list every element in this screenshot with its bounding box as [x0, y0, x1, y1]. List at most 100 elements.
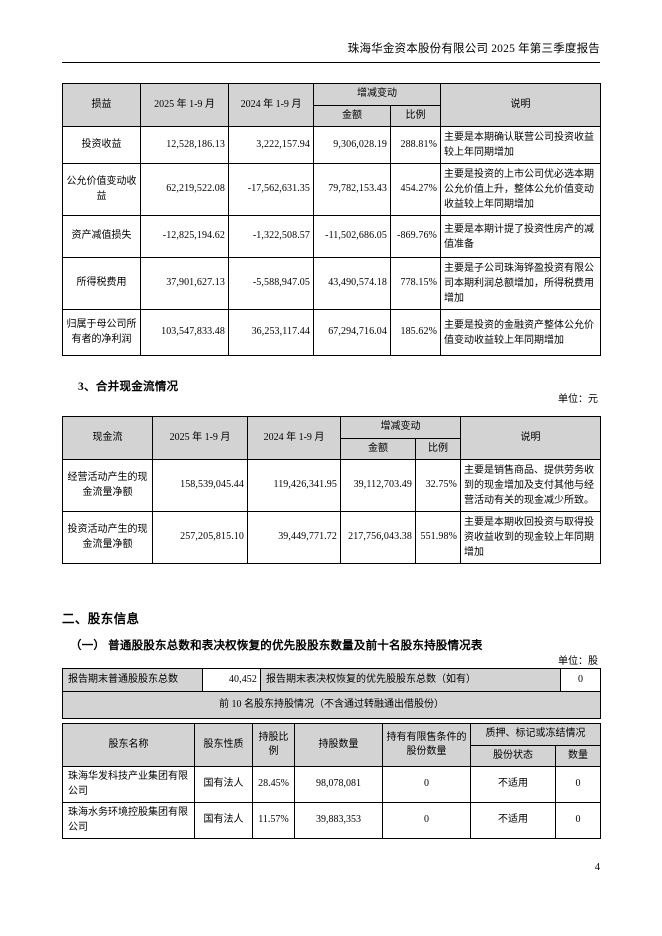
cell-change-amount: 43,490,574.18 [313, 257, 391, 310]
col-header-change-ratio: 比例 [415, 437, 461, 460]
table-row: 报告期末普通股股东总数 40,452 报告期末表决权恢复的优先股股东总数（如有）… [62, 668, 601, 692]
unit-label-shares: 单位：股 [558, 656, 598, 667]
col-header-change-amount: 金额 [340, 437, 416, 460]
cell-restricted-shares: 0 [382, 766, 471, 803]
col-header-share-qty: 数量 [555, 744, 601, 767]
cell-shareholder-name: 珠海水务环境控股集团有限公司 [62, 802, 195, 839]
cell-change-amount: 217,756,043.38 [340, 511, 416, 564]
table-header-row: 股东名称 股东性质 持股比例 持股数量 持有有限售条件的股份数量 质押、标记或冻… [62, 723, 601, 767]
col-header-change-group: 增减变动 [340, 416, 461, 439]
cell-item: 经营活动产生的现金流量净额 [62, 459, 153, 512]
col-header-restricted-shares: 持有有限售条件的股份数量 [382, 723, 471, 767]
cell-item: 归属于母公司所有者的净利润 [62, 309, 141, 356]
cell-item: 投资活动产生的现金流量净额 [62, 511, 153, 564]
table-row: 资产减值损失 -12,825,194.62 -1,322,508.57 -11,… [62, 215, 601, 258]
col-header-holding-amount: 持股数量 [294, 723, 383, 767]
cell-change-amount: 39,112,703.49 [340, 459, 416, 512]
col-header-prior-period: 2024 年 1-9 月 [228, 83, 314, 127]
cell-change-ratio: 288.81% [390, 126, 441, 164]
table-row: 前 10 名股东持股情况（不含通过转融通出借股份） [62, 691, 601, 719]
col-header-shareholder-nature: 股东性质 [194, 723, 253, 767]
cell-current: 12,528,186.13 [140, 126, 229, 164]
cell-prior: 36,253,117.44 [228, 309, 314, 356]
col-header-change-ratio: 比例 [390, 104, 441, 127]
table-subheader-row: 金额 比例 [63, 104, 601, 127]
col-header-note: 说明 [440, 83, 601, 127]
section-heading-shareholder-info: 二、股东信息 [62, 612, 140, 626]
table-row: 归属于母公司所有者的净利润 103,547,833.48 36,253,117.… [62, 309, 601, 356]
section-heading-cash-flow: 3、合并现金流情况 [78, 381, 179, 393]
cell-current: 158,539,045.44 [152, 459, 248, 512]
col-header-prior-period: 2024 年 1-9 月 [247, 416, 341, 460]
cell-item: 所得税费用 [62, 257, 141, 310]
cell-share-status: 不适用 [470, 766, 556, 803]
col-header-share-status: 股份状态 [470, 744, 556, 767]
table-header-row: 损益 2025 年 1-9 月 2024 年 1-9 月 增减变动 说明 [62, 83, 601, 127]
cell-holding-amount: 39,883,353 [294, 802, 383, 839]
cell-share-qty: 0 [555, 802, 601, 839]
table-row: 珠海华发科技产业集团有限公司 国有法人 28.45% 98,078,081 0 … [62, 766, 601, 803]
table-row: 珠海水务环境控股集团有限公司 国有法人 11.57% 39,883,353 0 … [62, 802, 601, 839]
value-common-shareholders: 40,452 [202, 668, 261, 692]
cell-change-ratio: 778.15% [390, 257, 441, 310]
cell-current: 37,901,627.13 [140, 257, 229, 310]
cell-note: 主要是本期计提了投资性房产的减值准备 [440, 215, 601, 258]
value-preferred-shareholders: 0 [560, 668, 601, 692]
col-header-shareholder-name: 股东名称 [62, 723, 195, 767]
table-subheader-row: 金额 比例 [63, 437, 601, 460]
cell-prior: -17,562,631.35 [228, 163, 314, 216]
table-row: 投资收益 12,528,186.13 3,222,157.94 9,306,02… [62, 126, 601, 164]
table-subheader-row: 股份状态 数量 [63, 744, 601, 767]
cell-prior: 3,222,157.94 [228, 126, 314, 164]
banner-top10-holdings: 前 10 名股东持股情况（不含通过转融通出借股份） [62, 691, 601, 719]
col-header-pledge-group: 质押、标记或冻结情况 [470, 723, 601, 746]
cell-prior: -5,588,947.05 [228, 257, 314, 310]
col-header-current-period: 2025 年 1-9 月 [140, 83, 229, 127]
shareholder-totals-table: 报告期末普通股股东总数 40,452 报告期末表决权恢复的优先股股东总数（如有）… [62, 668, 601, 719]
cell-change-amount: -11,502,686.05 [313, 215, 391, 258]
col-header-change-amount: 金额 [313, 104, 391, 127]
top10-shareholders-table: 股东名称 股东性质 持股比例 持股数量 持有有限售条件的股份数量 质押、标记或冻… [62, 723, 601, 839]
table-row: 经营活动产生的现金流量净额 158,539,045.44 119,426,341… [62, 459, 601, 512]
cell-change-ratio: 551.98% [415, 511, 461, 564]
table-row: 投资活动产生的现金流量净额 257,205,815.10 39,449,771.… [62, 511, 601, 564]
cell-change-ratio: 454.27% [390, 163, 441, 216]
col-header-current-period: 2025 年 1-9 月 [152, 416, 248, 460]
col-header-item: 现金流 [62, 416, 153, 460]
cell-shareholder-nature: 国有法人 [194, 802, 253, 839]
col-header-holding-ratio: 持股比例 [252, 723, 295, 767]
cell-prior: 39,449,771.72 [247, 511, 341, 564]
cell-change-amount: 67,294,716.04 [313, 309, 391, 356]
cell-shareholder-nature: 国有法人 [194, 766, 253, 803]
cell-prior: -1,322,508.57 [228, 215, 314, 258]
cell-share-qty: 0 [555, 766, 601, 803]
cell-item: 资产减值损失 [62, 215, 141, 258]
cell-holding-ratio: 28.45% [252, 766, 295, 803]
cell-note: 主要是本期确认联营公司投资收益较上年同期增加 [440, 126, 601, 164]
col-header-change-group: 增减变动 [313, 83, 441, 106]
cell-current: 62,219,522.08 [140, 163, 229, 216]
subsection-heading-shareholder-count: （一） 普通股股东总数和表决权恢复的优先股股东数量及前十名股东持股情况表 [70, 640, 483, 652]
cell-holding-ratio: 11.57% [252, 802, 295, 839]
cell-current: 103,547,833.48 [140, 309, 229, 356]
cell-share-status: 不适用 [470, 802, 556, 839]
cell-change-amount: 9,306,028.19 [313, 126, 391, 164]
cell-note: 主要是本期收回投资与取得投资收益收到的现金较上年同期增加 [460, 511, 601, 564]
cell-item: 投资收益 [62, 126, 141, 164]
cash-flow-table: 现金流 2025 年 1-9 月 2024 年 1-9 月 增减变动 说明 金额… [62, 416, 601, 564]
profit-loss-table: 损益 2025 年 1-9 月 2024 年 1-9 月 增减变动 说明 金额 … [62, 83, 601, 356]
cell-change-ratio: 185.62% [390, 309, 441, 356]
page-number: 4 [594, 862, 600, 873]
cell-change-amount: 79,782,153.43 [313, 163, 391, 216]
label-preferred-shareholders: 报告期末表决权恢复的优先股股东总数（如有） [260, 668, 561, 692]
cell-current: -12,825,194.62 [140, 215, 229, 258]
col-header-item: 损益 [62, 83, 141, 127]
cell-holding-amount: 98,078,081 [294, 766, 383, 803]
header-divider [62, 62, 600, 63]
table-row: 公允价值变动收益 62,219,522.08 -17,562,631.35 79… [62, 163, 601, 216]
table-row: 所得税费用 37,901,627.13 -5,588,947.05 43,490… [62, 257, 601, 310]
cell-note: 主要是投资的上市公司优必选本期公允价值上升，整体公允价值变动收益较上年同期增加 [440, 163, 601, 216]
cell-shareholder-name: 珠海华发科技产业集团有限公司 [62, 766, 195, 803]
table-header-row: 现金流 2025 年 1-9 月 2024 年 1-9 月 增减变动 说明 [62, 416, 601, 460]
page-header-title: 珠海华金资本股份有限公司 2025 年第三季度报告 [347, 43, 600, 55]
